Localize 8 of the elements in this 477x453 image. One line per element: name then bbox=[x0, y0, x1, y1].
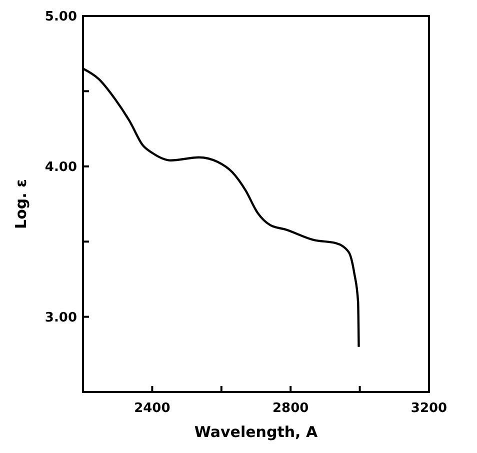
x-tick-label: 3200 bbox=[410, 401, 448, 416]
x-tick-label: 2400 bbox=[134, 401, 170, 416]
x-axis-title: Wavelength, A bbox=[194, 423, 318, 441]
y-tick-label: 5.00 bbox=[44, 10, 77, 25]
y-axis-title: Log. ε bbox=[12, 179, 30, 229]
y-tick-label: 3.00 bbox=[44, 310, 77, 326]
y-tick-label: 4.00 bbox=[44, 160, 77, 175]
x-tick-label: 2800 bbox=[272, 401, 309, 416]
